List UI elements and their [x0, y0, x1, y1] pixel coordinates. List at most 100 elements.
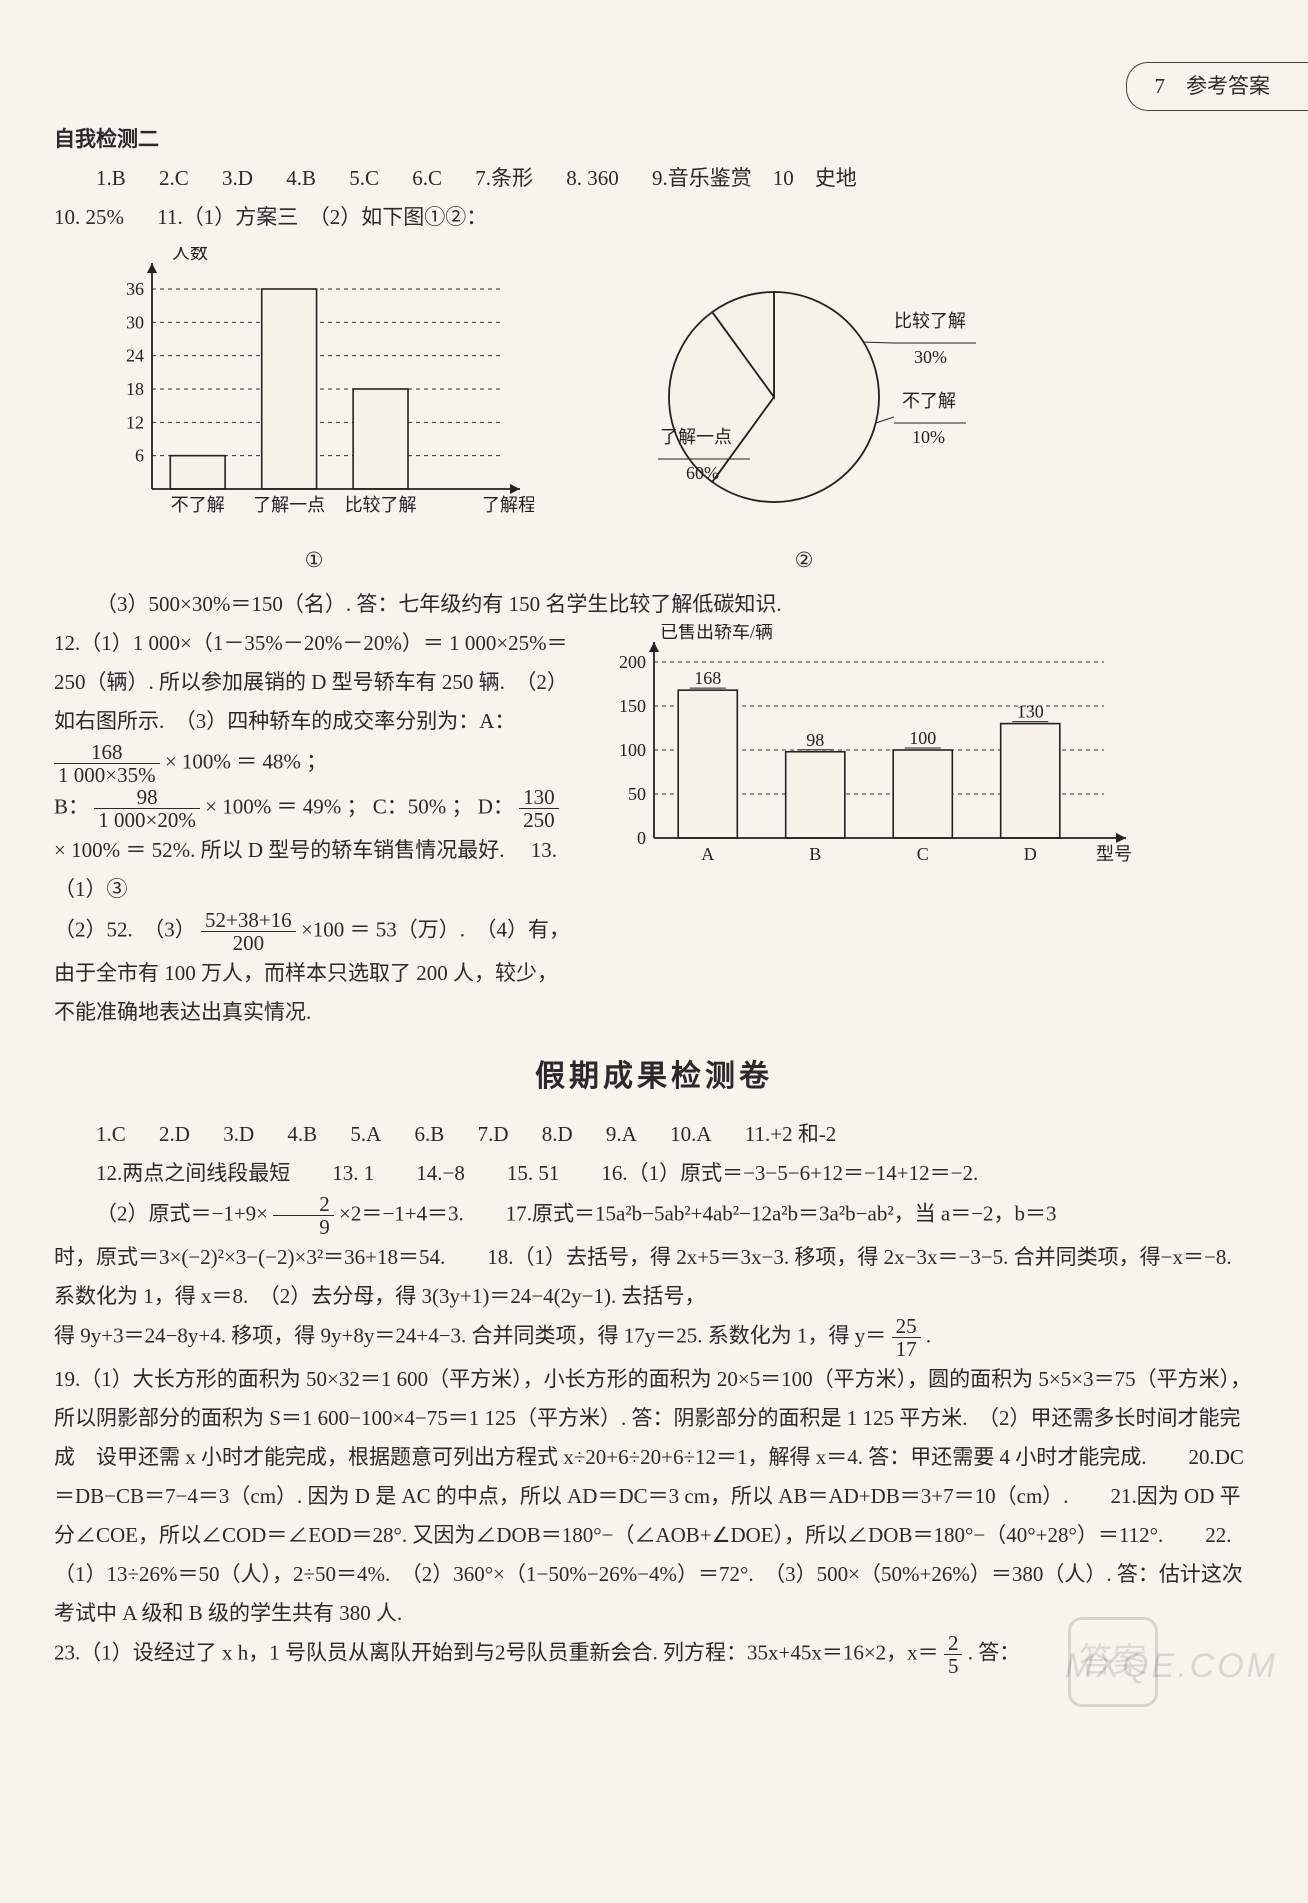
ans: 10. 25% — [54, 205, 124, 229]
svg-text:不了解: 不了解 — [171, 495, 225, 515]
bar-chart-1-svg: 6 12 18 24 30 36 不了解 了解一点比较了解 人数了解程度 — [94, 247, 534, 537]
holiday-line-12: 12.两点之间线段最短 13. 1 14.−8 15. 51 16.（1）原式＝… — [54, 1154, 1254, 1193]
ans: 10.A — [670, 1122, 711, 1146]
svg-text:50: 50 — [628, 784, 646, 804]
holiday-line-16b: （2）原式＝−1+9× 2 9 ×2＝−1+4＝3. 17.原式＝15a²b−5… — [54, 1193, 1254, 1238]
svg-text:100: 100 — [909, 728, 936, 748]
ans: 5.A — [350, 1122, 381, 1146]
q12-after-a: × 100% ＝ 48% ； — [165, 749, 327, 773]
svg-text:10%: 10% — [912, 427, 945, 447]
bar-chart-2-svg: 0 50 100 150 200 A 168 B 98 C 100 D 130 已售出轿车/辆型号 — [592, 624, 1152, 874]
svg-text:了解程度: 了解程度 — [482, 495, 534, 515]
svg-text:30: 30 — [126, 312, 144, 332]
ans: 4.B — [286, 166, 316, 190]
frac-a: 168 1 000×35% — [54, 741, 160, 786]
q12-intro: 12.（1）1 000×（1－35%－20%－20%）＝ 1 000×25%＝2… — [54, 631, 568, 733]
t: 23.（1）设经过了 x h，1 号队员从离队开始到与2号队员重新会合. 列方程… — [54, 1641, 939, 1665]
svg-text:C: C — [917, 844, 929, 864]
t: ×2＝−1+4＝3. 17.原式＝15a²b−5ab²+4ab²−12a²b＝3… — [339, 1201, 1057, 1225]
ans: 1.C — [96, 1122, 126, 1146]
svg-text:B: B — [809, 844, 821, 864]
svg-text:168: 168 — [694, 668, 721, 688]
frac-b: 98 1 000×20% — [94, 786, 200, 831]
svg-text:130: 130 — [1017, 702, 1044, 722]
frac-d: 130 250 — [519, 786, 559, 831]
answers-row-1: 1.B 2.C 3.D 4.B 5.C 6.C 7.条形 8. 360 9.音乐… — [54, 159, 1254, 198]
q12-text: 12.（1）1 000×（1－35%－20%－20%）＝ 1 000×25%＝2… — [54, 624, 574, 1031]
svg-text:24: 24 — [126, 345, 144, 365]
bar-chart-2: 0 50 100 150 200 A 168 B 98 C 100 D 130 已售出轿车/辆型号 — [592, 624, 1152, 887]
frac-2-5: 2 5 — [944, 1632, 963, 1677]
ans: 1.B — [96, 166, 126, 190]
ans: 7.D — [478, 1122, 509, 1146]
self-test-title: 自我检测二 — [54, 120, 1254, 159]
figure-label-1: ① — [305, 541, 324, 580]
ans: 8. 360 — [566, 166, 619, 190]
svg-text:18: 18 — [126, 379, 144, 399]
frac-25-17: 25 17 — [892, 1315, 921, 1360]
svg-text:150: 150 — [619, 696, 646, 716]
svg-text:6: 6 — [135, 445, 144, 465]
q13-b-prefix: （2）52. （3） — [54, 917, 196, 941]
svg-text:12: 12 — [126, 412, 144, 432]
svg-text:不了解: 不了解 — [902, 391, 956, 411]
q12-after-d: × 100% ＝ 52%. 所以 D 型号的轿车销售情况最好. — [54, 838, 505, 862]
holiday-line-18: 得 9y+3＝24−8y+4. 移项，得 9y+8y＝24+4−3. 合并同类项… — [54, 1315, 1254, 1360]
svg-text:100: 100 — [619, 740, 646, 760]
watermark-text: MXQE.COM — [1065, 1635, 1278, 1698]
t: 得 9y+3＝24−8y+4. 移项，得 9y+8y＝24+4−3. 合并同类项… — [54, 1324, 886, 1348]
t: . — [926, 1324, 931, 1348]
ans: 3.D — [223, 1122, 254, 1146]
page-header-tab: 7 参考答案 — [1126, 62, 1308, 111]
svg-text:人数: 人数 — [172, 247, 208, 263]
t: . 答： — [968, 1641, 1021, 1665]
svg-text:了解一点: 了解一点 — [253, 495, 325, 515]
ans: 5.C — [349, 166, 379, 190]
ans: 11.+2 和-2 — [745, 1122, 837, 1146]
svg-text:200: 200 — [619, 652, 646, 672]
bar-chart-1: 6 12 18 24 30 36 不了解 了解一点比较了解 人数了解程度 ① — [94, 247, 534, 580]
ans: 6.C — [412, 166, 442, 190]
holiday-p19-22: 19.（1）大长方形的面积为 50×32＝1 600（平方米），小长方形的面积为… — [54, 1360, 1254, 1632]
ans: 8.D — [542, 1122, 573, 1146]
ans: 7.条形 — [475, 166, 533, 190]
ans: 11.（1）方案三 （2）如下图①②： — [157, 205, 487, 229]
answers-row-2: 10. 25% 11.（1）方案三 （2）如下图①②： — [54, 198, 1254, 237]
q11-3-text: （3）500×30%＝150（名）. 答：七年级约有 150 名学生比较了解低碳… — [54, 585, 782, 624]
svg-text:型号: 型号 — [1096, 844, 1132, 864]
svg-text:30%: 30% — [914, 347, 947, 367]
ans: 4.B — [287, 1122, 317, 1146]
ans: 2.C — [159, 166, 189, 190]
figure-label-2: ② — [795, 541, 814, 580]
svg-text:D: D — [1024, 844, 1037, 864]
q12-b-prefix: B： — [54, 794, 89, 818]
ans: 2.D — [159, 1122, 190, 1146]
holiday-title: 假期成果检测卷 — [54, 1049, 1254, 1105]
q12-lead — [787, 592, 829, 616]
t: （2）原式＝−1+9× — [96, 1201, 268, 1225]
svg-text:0: 0 — [637, 828, 646, 848]
holiday-row-1: 1.C 2.D 3.D 4.B 5.A 6.B 7.D 8.D 9.A 10.A… — [54, 1115, 1254, 1154]
svg-text:比较了解: 比较了解 — [345, 495, 417, 515]
ans: 9.A — [606, 1122, 637, 1146]
frac-13: 52+38+16 200 — [201, 909, 296, 954]
ans: 3.D — [222, 166, 253, 190]
q12-wrap: 12.（1）1 000×（1－35%－20%－20%）＝ 1 000×25%＝2… — [54, 624, 1254, 1031]
svg-text:60%: 60% — [686, 463, 719, 483]
frac-2-9: 2 9 — [273, 1193, 334, 1238]
pie-chart-svg: 比较了解 30% 不了解 10% 了解一点 60% — [594, 247, 1014, 537]
pie-chart: 比较了解 30% 不了解 10% 了解一点 60% ② — [594, 247, 1014, 580]
q11-3: （3）500×30%＝150（名）. 答：七年级约有 150 名学生比较了解低碳… — [54, 585, 1254, 624]
header-label: 7 参考答案 — [1155, 74, 1271, 98]
svg-text:A: A — [701, 844, 714, 864]
charts-row: 61218243036不了解了解一点比较了解人数了解程度 ① 比较了解30%不了… — [94, 247, 1254, 580]
svg-text:36: 36 — [126, 279, 144, 299]
holiday-line-17: 时，原式＝3×(−2)²×3−(−2)×3²＝36+18＝54. 18.（1）去… — [54, 1238, 1254, 1316]
q12-after-b: × 100% ＝ 49% ； C：50% ； D： — [205, 794, 514, 818]
svg-text:98: 98 — [806, 730, 824, 750]
svg-text:已售出轿车/辆: 已售出轿车/辆 — [660, 624, 773, 642]
ans: 6.B — [415, 1122, 445, 1146]
svg-text:了解一点: 了解一点 — [660, 427, 732, 447]
svg-text:比较了解: 比较了解 — [894, 311, 966, 331]
ans: 9.音乐鉴赏 10 史地 — [652, 166, 857, 190]
